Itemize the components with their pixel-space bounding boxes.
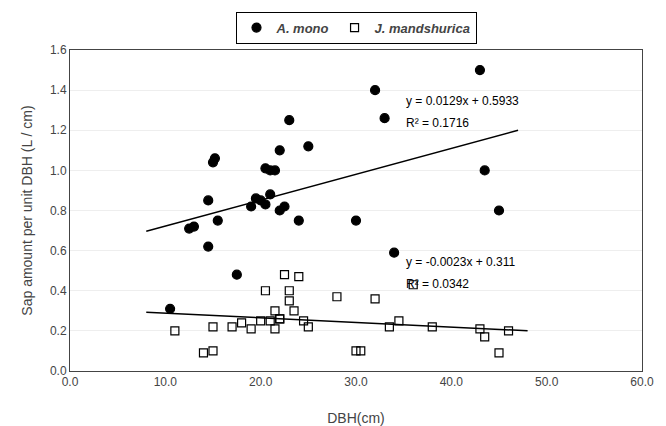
svg-text:1.6: 1.6: [50, 43, 67, 57]
svg-text:0.6: 0.6: [50, 244, 67, 258]
svg-text:0.0: 0.0: [62, 375, 79, 389]
svg-text:30.0: 30.0: [344, 375, 368, 389]
svg-text:y = -0.0023x + 0.311: y = -0.0023x + 0.311: [406, 255, 516, 269]
svg-text:20.0: 20.0: [249, 375, 273, 389]
svg-text:40.0: 40.0: [440, 375, 464, 389]
svg-text:1.2: 1.2: [50, 123, 67, 137]
svg-text:60.0: 60.0: [630, 375, 654, 389]
svg-text:A. mono: A. mono: [276, 21, 329, 36]
svg-text:0.4: 0.4: [50, 284, 67, 298]
svg-text:10.0: 10.0: [154, 375, 178, 389]
svg-text:50.0: 50.0: [535, 375, 559, 389]
svg-text:Sap amount per unit DBH (L / c: Sap amount per unit DBH (L / cm): [19, 105, 35, 315]
svg-text:J. mandshurica: J. mandshurica: [375, 21, 470, 36]
svg-text:0.8: 0.8: [50, 204, 67, 218]
svg-text:y = 0.0129x + 0.5933: y = 0.0129x + 0.5933: [406, 94, 519, 108]
svg-text:0.0: 0.0: [50, 364, 67, 378]
svg-text:0.2: 0.2: [50, 324, 67, 338]
svg-text:1.0: 1.0: [50, 164, 67, 178]
svg-text:R² = 0.1716: R² = 0.1716: [406, 116, 469, 130]
svg-text:R² = 0.0342: R² = 0.0342: [406, 277, 469, 291]
svg-text:1.4: 1.4: [50, 83, 67, 97]
svg-text:DBH(cm): DBH(cm): [327, 410, 385, 426]
